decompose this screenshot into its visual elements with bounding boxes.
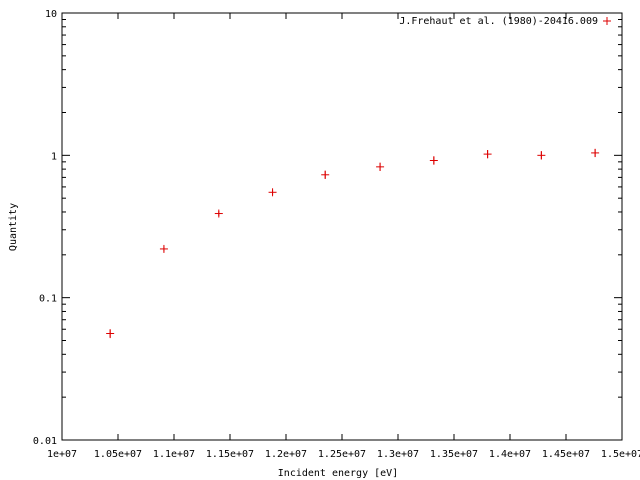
y-axis-label: Quantity [8,203,19,251]
legend: J.Frehaut et al. (1980)-20416.009 [399,16,611,27]
data-point [591,148,600,158]
y-tick-labels: 0.01 0.1 1 10 [33,9,57,447]
data-point [321,170,330,179]
minor-ticks [62,19,622,398]
x-tick-label: 1.35e+07 [430,449,478,460]
x-tick-label: 1.05e+07 [94,449,142,460]
data-point [429,156,438,165]
y-tick-label: 0.01 [33,436,57,447]
data-point [106,329,115,339]
x-tick-label: 1.45e+07 [542,449,590,460]
data-point [483,150,492,159]
y-tick-label: 0.1 [39,294,57,305]
x-tick-label: 1.3e+07 [377,449,419,460]
y-tick-label: 1 [51,151,57,162]
x-axis-label: Incident energy [eV] [278,468,398,479]
legend-label: J.Frehaut et al. (1980)-20416.009 [399,16,598,27]
legend-marker [603,17,611,25]
data-point [214,209,223,218]
x-tick-label: 1.2e+07 [265,449,307,460]
x-tick-labels: 1e+07 1.05e+07 1.1e+07 1.15e+07 1.2e+07 1.25e… [47,449,640,460]
data-point [159,244,168,253]
plot-frame [61,12,623,441]
data-point [376,162,385,172]
x-tick-label: 1e+07 [47,449,77,460]
y-tick-label: 10 [45,9,57,20]
x-tick-label: 1.1e+07 [153,449,195,460]
data-point [537,151,546,160]
x-tick-label: 1.5e+07 [601,449,640,460]
x-tick-label: 1.4e+07 [489,449,531,460]
data-point [268,188,277,197]
x-tick-label: 1.25e+07 [318,449,366,460]
x-tick-label: 1.15e+07 [206,449,254,460]
data-points [106,148,600,339]
